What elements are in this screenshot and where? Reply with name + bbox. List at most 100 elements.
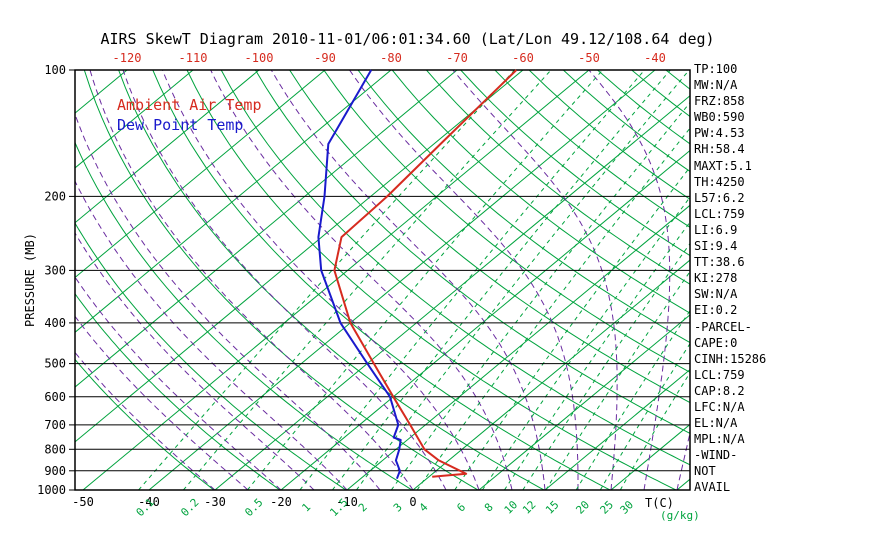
stat-line: EI:0.2 [694,303,738,318]
bottom-axis-labels: -50 -40 -30 -20 -10 0 [72,495,416,509]
mixing-ratio-line [619,371,690,490]
mixing-ratio-label: 2 [356,501,370,515]
stat-line: SI:9.4 [694,239,738,254]
stat-line: CAPE:0 [694,335,738,350]
pressure-tick-label: 500 [44,357,66,371]
legend-ambient-air-temp: Ambient Air Temp [117,96,262,114]
temperature-profile-line [333,69,518,478]
stat-line: MAXT:5.1 [694,158,752,173]
mixing-ratio-line [599,342,690,490]
mixing-ratio-label: 20 [573,498,592,517]
mixing-ratio-line [503,221,690,490]
pressure-tick-label: 400 [44,316,66,330]
pressure-tick-label: 900 [44,464,66,478]
plot-border [74,69,691,491]
stat-line: -WIND- [694,448,738,463]
stat-line: TH:4250 [694,174,745,189]
mixing-ratio-line [481,196,690,490]
pressure-axis-label: PRESSURE (MB) [23,233,37,327]
mixing-ratio-line [545,270,690,490]
bottom-temp-label: -50 [72,495,94,509]
stat-line: SW:N/A [694,287,738,302]
pressure-tick-label: 100 [44,63,66,77]
mixing-ratio-label: 0.5 [242,496,265,519]
top-temp-label: -100 [245,51,274,65]
top-axis-labels: -120 -110 -100 -90 -80 -70 -60 -50 -40 [113,51,666,65]
stat-line: CINH:15286 [694,351,767,366]
stat-line: -PARCEL- [694,319,752,334]
dry-adiabat-line [118,70,545,490]
dry-adiabat-line [152,70,611,490]
stat-line: WB0:590 [694,110,745,125]
stat-line: MPL:N/A [694,432,745,447]
moist-adiabat-line [75,315,249,490]
isotherm-line [478,314,690,490]
isotherm-line [544,368,690,490]
moist-adiabat-line [122,70,447,490]
mixing-ratio-label: 0.2 [178,496,201,519]
legend-dew-point-temp: Dew Point Temp [117,116,244,134]
pressure-tick-label: 200 [44,189,66,203]
dry-adiabat-line [75,292,281,490]
top-temp-label: -60 [512,51,534,65]
moist-adiabat-line [161,70,480,490]
mixing-ratio-label: 6 [454,501,468,515]
stat-line: PW:4.53 [694,126,745,141]
stat-line: LI:6.9 [694,222,738,237]
mixing-ratio-line [138,70,515,490]
isotherm-line [75,70,524,443]
isotherm-line [75,70,194,169]
mixing-ratio-label: 30 [618,498,637,517]
stat-line: MW:N/A [694,78,738,93]
stat-line: LFC:N/A [694,399,745,414]
stat-line: EL:N/A [694,416,738,431]
dry-adiabat-line [357,70,690,344]
bottom-temp-label: -30 [204,495,226,509]
isotherm-line [346,204,690,490]
dry-adiabat-line [75,358,215,490]
mixing-ratio-label: 4 [417,500,431,514]
isotherm-line [75,70,458,388]
mixing-ratio-line [332,70,671,490]
mixing-ratio-line [355,70,690,490]
pressure-tick-label: 800 [44,442,66,456]
top-temp-label: -110 [179,51,208,65]
stat-line: AVAIL [694,480,731,495]
mixing-ratio-label: 8 [482,501,496,515]
moist-adiabat-line [75,112,381,490]
mixing-ratio-line [522,242,690,490]
top-temp-label: -70 [446,51,468,65]
stats-panel: TP:100 MW:N/A FRZ:858 WB0:590 PW:4.53 RH:58.4… [694,61,766,496]
isotherm-line [280,149,690,490]
dry-adiabat-line [391,70,690,314]
moist-adiabat-line [676,430,690,490]
dry-adiabat-line [460,70,690,257]
mixing-ratio-line [416,127,690,490]
pressure-tick-label: 700 [44,418,66,432]
stat-line: L57:6.2 [694,190,745,205]
dry-adiabat-line [75,141,413,490]
dry-adiabat-line [323,70,690,373]
mixing-ratio-line [454,166,690,490]
mixing-ratio-label: 10 [502,498,521,517]
moist-adiabat-line [75,351,216,490]
isotherm-line [214,95,690,490]
isotherm-line [82,70,590,490]
mixing-ratio-label: 12 [520,498,539,517]
moist-adiabat-line [75,276,282,490]
bottom-temp-label: 0 [409,495,416,509]
stat-line: NOT [694,464,716,479]
stat-line: TP:100 [694,62,738,76]
stat-line: RH:58.4 [694,142,745,157]
stat-line: LCL:759 [694,206,745,221]
chart-background-lines [75,70,690,490]
dry-adiabat-line [220,70,690,466]
mixing-ratio-line [575,309,690,490]
pressure-tick-label: 1000 [37,483,66,497]
isotherm-line [75,70,326,279]
dry-adiabat-line [289,70,690,404]
temp-unit-label: T(C) [645,496,674,510]
top-temp-label: -40 [644,51,666,65]
moist-adiabat-line [588,70,671,490]
